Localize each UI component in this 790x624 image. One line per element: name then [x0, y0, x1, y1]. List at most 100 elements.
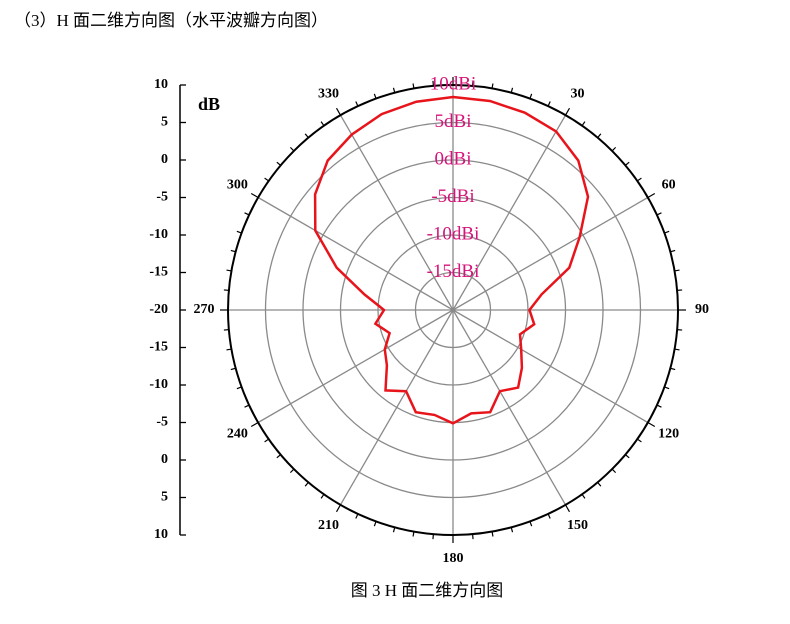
angle-tick	[647, 421, 656, 428]
angle-tick	[510, 527, 514, 533]
angle-tick	[289, 146, 295, 152]
angle-tick	[320, 493, 325, 499]
angle-tick	[547, 101, 551, 107]
r-tick-label: -15dBi	[427, 261, 480, 282]
angle-label: 180	[443, 551, 464, 566]
angle-tick	[230, 249, 236, 253]
r-tick-label: -5dBi	[431, 186, 474, 207]
y-tick-label: -20	[149, 302, 168, 317]
angle-label: 300	[227, 178, 248, 193]
angle-tick	[611, 468, 617, 474]
angle-tick	[510, 87, 514, 93]
angle-tick	[373, 93, 377, 99]
r-tick-label: 10dBi	[430, 73, 476, 94]
pattern-line	[313, 95, 590, 425]
angle-tick	[597, 133, 602, 139]
y-tick-label: -5	[156, 415, 168, 430]
ring	[302, 159, 604, 461]
caption: 图 3 H 面二维方向图	[351, 581, 504, 600]
y-tick-label: 0	[161, 152, 168, 167]
angle-tick	[320, 121, 325, 127]
y-tick-label: -5	[156, 190, 168, 205]
angle-tick	[373, 521, 377, 527]
angle-tick	[674, 348, 680, 351]
angle-tick	[226, 269, 232, 272]
angle-tick	[491, 531, 494, 537]
angle-tick	[647, 192, 656, 199]
angle-tick	[670, 367, 676, 371]
angle-tick	[597, 481, 602, 487]
angle-tick	[289, 468, 295, 474]
angle-tick	[664, 230, 670, 234]
y-tick-label: -10	[149, 377, 168, 392]
angle-tick	[611, 146, 617, 152]
angle-label: 150	[567, 518, 588, 533]
angle-tick	[236, 230, 242, 234]
angle-tick	[392, 527, 396, 533]
angle-label: 60	[662, 178, 676, 193]
y-tick-label: 10	[154, 527, 168, 542]
y-tick-label: 5	[161, 490, 168, 505]
angle-tick	[412, 83, 415, 89]
angle-tick	[276, 161, 282, 166]
angle-label: 90	[695, 302, 709, 317]
angle-tick	[276, 454, 282, 459]
angle-tick	[355, 101, 359, 107]
ring	[264, 121, 642, 499]
angle-tick	[624, 454, 630, 459]
angle-tick	[335, 107, 342, 116]
angle-tick	[244, 212, 250, 216]
y-tick-label: -15	[149, 340, 168, 355]
angle-tick	[656, 212, 662, 216]
heading: （3）H 面二维方向图（水平波瓣方向图）	[14, 11, 328, 30]
r-tick-label: -10dBi	[427, 223, 480, 244]
angle-tick	[564, 504, 571, 513]
angle-tick	[412, 531, 415, 537]
r-tick-label: 0dBi	[435, 148, 472, 169]
angle-tick	[656, 404, 662, 408]
angle-tick	[236, 386, 242, 390]
angle-tick	[335, 504, 342, 513]
angle-label: 330	[318, 87, 339, 102]
angle-tick	[674, 269, 680, 272]
angle-tick	[304, 481, 309, 487]
angle-label: 120	[658, 427, 679, 442]
angle-tick	[529, 93, 533, 99]
angle-tick	[264, 438, 270, 443]
y-tick-label: 10	[154, 77, 168, 92]
angle-tick	[250, 192, 259, 199]
angle-tick	[226, 348, 232, 351]
angle-label: 270	[194, 302, 215, 317]
y-tick-label: 5	[161, 115, 168, 130]
y-tick-label: -10	[149, 227, 168, 242]
angle-tick	[564, 107, 571, 116]
angle-tick	[304, 133, 309, 139]
angle-label: 30	[571, 87, 585, 102]
y-tick-label: -15	[149, 265, 168, 280]
angle-tick	[581, 493, 586, 499]
ring	[377, 234, 529, 386]
angle-tick	[529, 521, 533, 527]
r-tick-label: 5dBi	[435, 111, 472, 132]
angle-tick	[581, 121, 586, 127]
angle-tick	[355, 513, 359, 519]
angle-tick	[636, 438, 642, 443]
y-axis-label: dB	[198, 94, 220, 114]
angle-label: 240	[227, 427, 248, 442]
angle-label: 210	[318, 518, 339, 533]
angle-tick	[392, 87, 396, 93]
angle-tick	[264, 177, 270, 182]
angle-tick	[230, 367, 236, 371]
angle-tick	[250, 421, 259, 428]
angle-tick	[547, 513, 551, 519]
angle-tick	[670, 249, 676, 253]
y-tick-label: 0	[161, 452, 168, 467]
angle-tick	[664, 386, 670, 390]
angle-tick	[244, 404, 250, 408]
angle-tick	[624, 161, 630, 166]
angle-tick	[636, 177, 642, 182]
angle-tick	[491, 83, 494, 89]
ring	[414, 271, 492, 349]
